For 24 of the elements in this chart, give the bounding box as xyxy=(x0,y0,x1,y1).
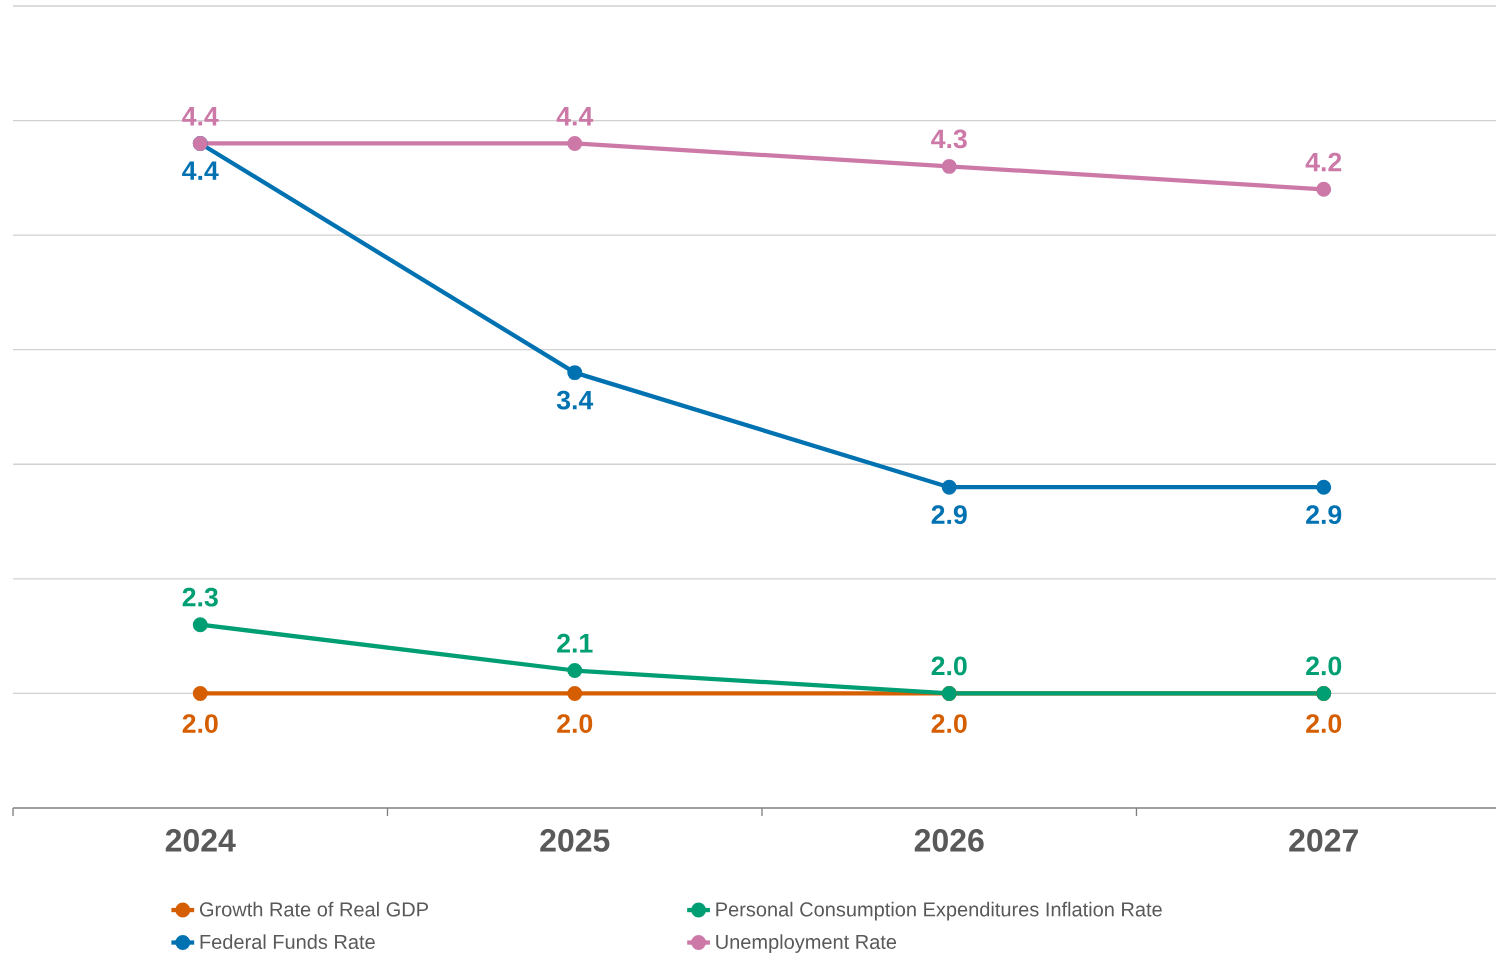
data-label: 4.4 xyxy=(182,107,219,126)
data-label: 4.3 xyxy=(931,129,967,149)
x-tick-label: 2026 xyxy=(914,829,984,852)
data-label: 4.4 xyxy=(556,107,594,126)
data-label: 2.0 xyxy=(931,714,967,733)
legend-label: Unemployment Rate xyxy=(716,934,897,953)
legend-label: Federal Funds Rate xyxy=(200,934,375,949)
data-label: 2.9 xyxy=(931,505,967,525)
data-label: 2.0 xyxy=(557,714,593,733)
x-tick-label: 2024 xyxy=(165,829,236,852)
data-label: 3.4 xyxy=(556,390,594,410)
data-label: 2.1 xyxy=(557,633,593,653)
legend-label: Personal Consumption Expenditures Inflation Rate xyxy=(716,901,1162,921)
data-label: 2.0 xyxy=(931,656,967,676)
x-tick-label: 2025 xyxy=(540,829,610,852)
data-label: 4.2 xyxy=(1305,152,1342,172)
data-label: 2.0 xyxy=(1306,656,1342,676)
data-label: 2.9 xyxy=(1306,505,1342,525)
x-tick-label: 2027 xyxy=(1289,829,1358,852)
data-label: 2.0 xyxy=(182,714,218,733)
data-label: 2.3 xyxy=(182,587,218,607)
legend-label: Growth Rate of Real GDP xyxy=(199,901,428,917)
data-label: 4.4 xyxy=(182,161,219,180)
data-label: 2.0 xyxy=(1306,714,1342,733)
